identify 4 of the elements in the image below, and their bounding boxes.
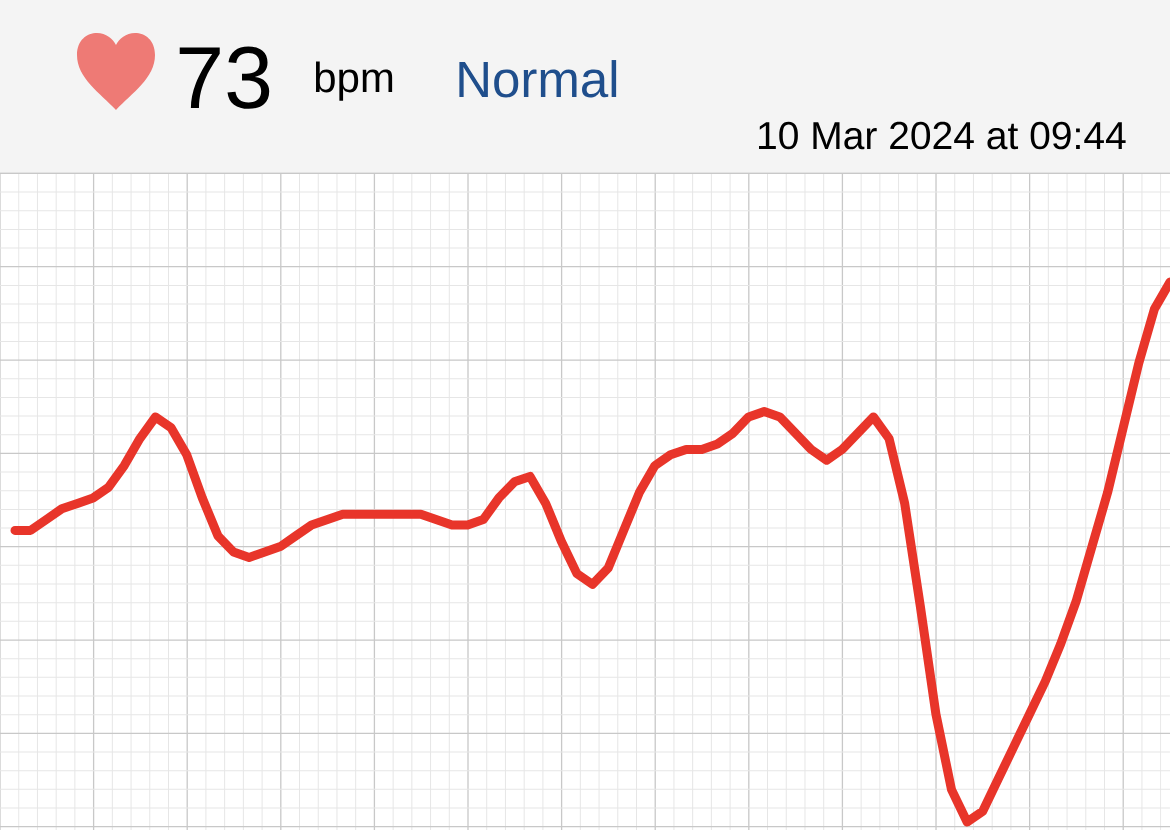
text: Normal: [459, 60, 617, 98]
text: 10 Mar 2024 at 09:44: [759, 121, 1126, 150]
text: bpm: [315, 61, 393, 101]
chart-title: 73: [179, 46, 270, 109]
